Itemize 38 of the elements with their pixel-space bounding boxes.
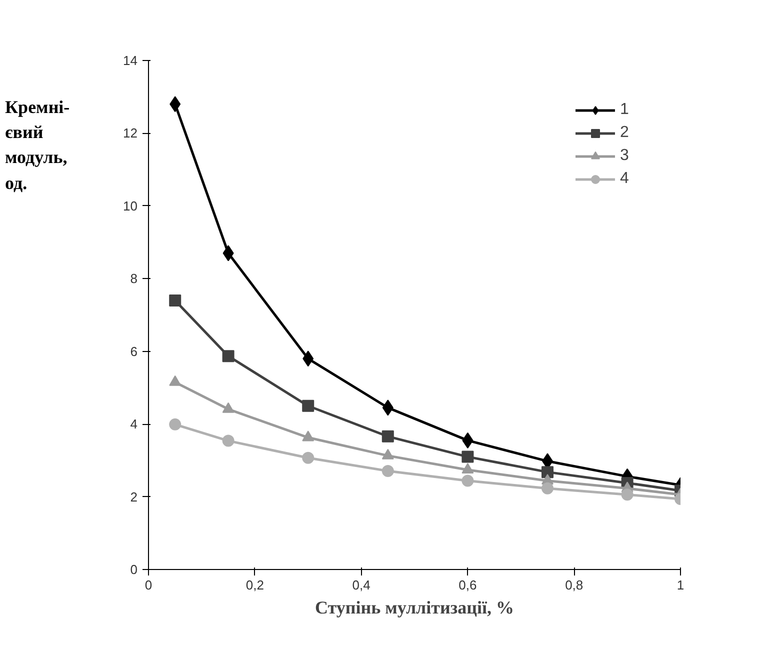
- y-tick-label: 10: [123, 198, 138, 214]
- legend-label: 3: [620, 147, 630, 165]
- y-tick-label: 2: [130, 489, 138, 504]
- point: [542, 482, 554, 494]
- point: [302, 452, 314, 464]
- x-tick-label: 0,2: [246, 578, 264, 592]
- point: [222, 402, 234, 413]
- point: [222, 350, 234, 362]
- point: [222, 434, 234, 447]
- point: [621, 488, 634, 501]
- y-tick-label: 4: [130, 416, 138, 432]
- point: [169, 375, 182, 386]
- y-tick-label: 0: [130, 562, 138, 577]
- point: [169, 294, 182, 306]
- point: [302, 430, 314, 442]
- point: [302, 400, 314, 412]
- point: [382, 430, 394, 442]
- point: [462, 474, 474, 487]
- legend-label: 1: [620, 101, 630, 119]
- y-tick-label: 14: [123, 53, 138, 68]
- legend-label: 4: [620, 170, 630, 188]
- y-tick-label: 12: [123, 126, 138, 141]
- x-tick-label: 0,6: [458, 578, 477, 592]
- y-tick-label: 8: [130, 271, 138, 286]
- x-tick-label: 0: [144, 578, 152, 592]
- point: [462, 463, 474, 474]
- y-tick-label: 6: [130, 344, 138, 359]
- x-tick-label: 1: [676, 578, 684, 592]
- x-tick-label: 0,8: [565, 578, 584, 592]
- x-tick-label: 0,4: [352, 578, 370, 592]
- point: [542, 466, 554, 478]
- y-axis-title: Кремні- євий модуль, од.: [5, 96, 70, 195]
- x-axis-title: Ступінь муллітизації, %: [315, 598, 514, 618]
- point: [382, 464, 394, 477]
- point: [382, 448, 394, 460]
- point: [462, 450, 474, 463]
- point: [169, 418, 182, 430]
- legend-label: 2: [620, 124, 630, 142]
